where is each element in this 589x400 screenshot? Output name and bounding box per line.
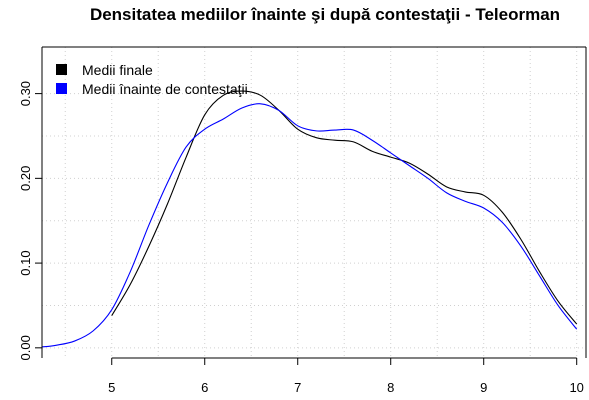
legend: Medii finale Medii înainte de contestaţii — [56, 62, 248, 97]
legend-swatch-0 — [56, 64, 67, 75]
series-line-1 — [41, 103, 578, 348]
legend-swatch-1 — [56, 83, 67, 94]
series-layer — [41, 90, 578, 348]
y-tick-label: 0.30 — [18, 81, 33, 106]
x-tick-label: 6 — [201, 380, 208, 395]
x-tick-label: 10 — [569, 380, 583, 395]
legend-label-0: Medii finale — [82, 62, 153, 78]
grid-layer — [42, 47, 586, 358]
y-tick-label: 0.10 — [18, 250, 33, 275]
x-tick-label: 9 — [480, 380, 487, 395]
y-tick-label: 0.00 — [18, 335, 33, 360]
x-tick-label: 5 — [108, 380, 115, 395]
x-tick-label: 8 — [387, 380, 394, 395]
axis-layer: 0.00 0.10 0.20 0.30 5 6 7 8 9 10 — [18, 46, 587, 395]
legend-label-1: Medii înainte de contestaţii — [82, 81, 248, 97]
x-tick-label: 7 — [294, 380, 301, 395]
y-tick-label: 0.20 — [18, 166, 33, 191]
series-line-0 — [111, 90, 578, 325]
chart-title: Densitatea mediilor înainte şi după cont… — [90, 5, 560, 24]
